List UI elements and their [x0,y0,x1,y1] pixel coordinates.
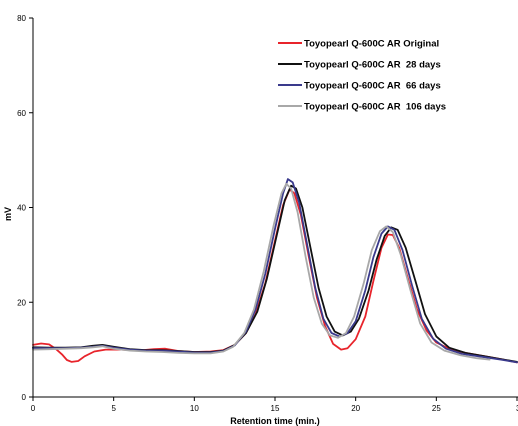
y-tick-label: 60 [17,109,26,118]
x-axis-title: Retention time (min.) [230,416,320,426]
legend-label-3: Toyopearl Q-600C AR 106 days [304,102,446,113]
x-tick-label: 5 [111,404,116,413]
series-line-0 [32,188,518,364]
x-tick-label: 3 [516,404,518,413]
y-tick-label: 0 [22,393,27,402]
tick-layer: 0 20 40 60 80 0 5 10 15 20 25 3 [17,14,518,413]
series-line-2 [32,178,518,364]
legend-label-1: Toyopearl Q-600C AR 28 days [304,60,441,71]
legend: Toyopearl Q-600C AR Original Toyopearl Q… [278,39,446,113]
legend-label-0: Toyopearl Q-600C AR Original [304,39,439,50]
series-layer [32,178,518,364]
legend-label-2: Toyopearl Q-600C AR 66 days [304,81,441,92]
x-tick-label: 10 [190,404,199,413]
y-axis-title: mV [3,207,13,221]
y-tick-label: 40 [17,204,26,213]
plot-area: 0 20 40 60 80 0 5 10 15 20 25 3 [17,14,518,413]
y-tick-label: 80 [17,14,26,23]
x-tick-label: 0 [31,404,36,413]
y-tick-label: 20 [17,298,26,307]
x-tick-label: 15 [271,404,280,413]
series-line-1 [32,184,518,363]
x-tick-label: 25 [432,404,441,413]
x-tick-label: 20 [351,404,360,413]
series-line-3 [32,182,491,361]
